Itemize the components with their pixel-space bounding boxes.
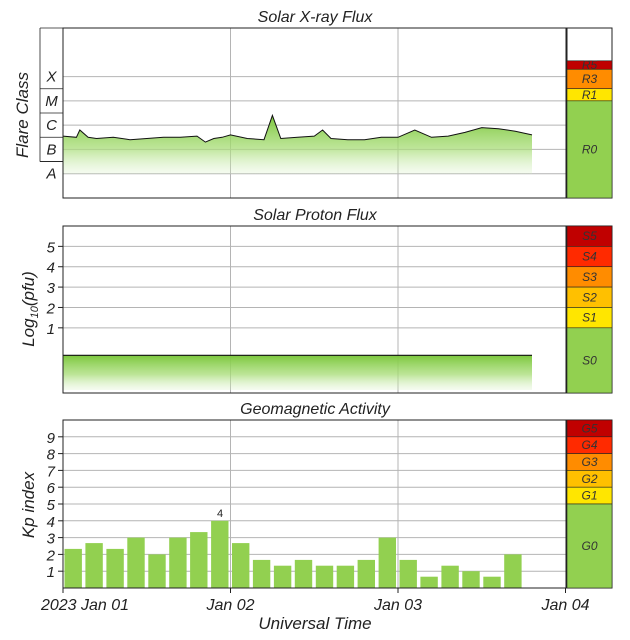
kp-tick-label: 6	[47, 480, 56, 497]
kp-tick-label: 5	[47, 497, 56, 514]
xray-y-axis-label: Flare Class	[13, 72, 32, 158]
xray-flux-area	[63, 115, 532, 174]
kp-tick-label: 1	[47, 564, 55, 581]
xray-panel-title: Solar X-ray Flux	[258, 9, 374, 26]
kp-bar	[420, 576, 438, 588]
scale-label-r5: R5	[582, 58, 598, 72]
kp-panel-title: Geomagnetic Activity	[240, 401, 391, 418]
proton-y-axis-label: Log10(pfu)	[19, 271, 41, 347]
x-tick-label: Jan 04	[540, 597, 589, 614]
xray-plot-frame	[62, 27, 567, 199]
solar-radiation-scale: S5 S4 S3 S2 S1 S0	[566, 225, 613, 394]
scale-label-g0: G0	[581, 539, 597, 553]
kp-tick-label: 7	[47, 463, 56, 480]
kp-bar	[336, 565, 355, 588]
x-tick-label: Jan 02	[205, 597, 254, 614]
kp-bar	[504, 554, 522, 588]
scale-label-g1: G1	[581, 489, 597, 503]
kp-bar	[106, 548, 124, 588]
kp-tick-label: 9	[47, 430, 56, 447]
kp-panel: Geomagnetic Activity Kp index 4 12345678…	[19, 401, 613, 589]
scale-label-r3: R3	[582, 72, 598, 86]
scale-band-g0	[566, 503, 613, 589]
proton-tick-label: 3	[47, 280, 56, 297]
scale-label-r1: R1	[582, 88, 597, 102]
class-label-x: X	[45, 69, 57, 86]
proton-tick-label: 5	[47, 239, 56, 256]
xray-flux-series	[62, 113, 533, 174]
proton-gridlines	[63, 226, 567, 393]
scale-label-g3: G3	[581, 455, 597, 469]
scale-label-g5: G5	[581, 421, 597, 435]
scale-label-s5: S5	[582, 229, 597, 243]
kp-bar	[357, 559, 375, 588]
geomagnetic-storm-scale: G5 G4 G3 G2 G1 G0	[566, 419, 613, 589]
proton-tick-label: 4	[47, 260, 55, 277]
kp-bar	[441, 565, 459, 588]
class-label-m: M	[45, 93, 58, 110]
kp-bar	[169, 537, 187, 588]
class-label-c: C	[46, 117, 57, 134]
kp-bar	[211, 520, 229, 588]
kp-tick-label: 8	[47, 447, 56, 464]
kp-y-axis-label: Kp index	[19, 471, 38, 538]
class-label-a: A	[45, 166, 56, 183]
proton-flux-area	[63, 355, 532, 390]
proton-y-ticks: 1 2 3 4 5	[46, 239, 63, 338]
kp-tick-label: 4	[47, 514, 55, 531]
kp-bar	[378, 537, 396, 588]
scale-label-s0: S0	[582, 353, 597, 367]
scale-label-s4: S4	[582, 250, 597, 264]
kp-bar	[127, 537, 145, 588]
scale-label-g4: G4	[581, 438, 597, 452]
scale-label-r0: R0	[582, 142, 598, 156]
kp-bar	[148, 554, 166, 588]
kp-bar	[64, 548, 82, 588]
kp-tick-label: 2	[46, 547, 56, 564]
kp-bar	[85, 543, 103, 588]
x-tick-label: 2023 Jan 01	[40, 597, 129, 614]
x-axis-label: Universal Time	[258, 614, 371, 633]
kp-bar	[483, 576, 501, 588]
kp-bar	[273, 565, 292, 588]
proton-tick-label: 1	[47, 321, 55, 338]
proton-panel-title: Solar Proton Flux	[253, 207, 378, 224]
kp-bar	[315, 565, 334, 588]
x-axis-ticks: 2023 Jan 01 Jan 02 Jan 03 Jan 04	[40, 588, 590, 614]
kp-bar	[462, 571, 480, 588]
kp-tick-label: 3	[47, 531, 56, 548]
kp-bar	[399, 559, 417, 588]
kp-bar-annotation: 4	[217, 508, 223, 520]
scale-band-r0	[566, 100, 613, 199]
kp-bar	[252, 559, 271, 588]
scale-label-g2: G2	[581, 472, 597, 486]
scale-label-s1: S1	[582, 311, 597, 325]
kp-bar	[232, 543, 250, 588]
x-tick-label: Jan 03	[373, 597, 422, 614]
kp-gridlines	[63, 420, 567, 588]
kp-plot-frame	[62, 419, 567, 589]
scale-label-s2: S2	[582, 290, 597, 304]
kp-bar	[190, 532, 208, 588]
scale-label-s3: S3	[582, 270, 597, 284]
proton-tick-label: 2	[46, 300, 56, 317]
kp-bars: 4	[64, 508, 522, 588]
class-label-b: B	[46, 141, 56, 158]
kp-bar	[294, 559, 313, 588]
proton-flux-series	[63, 354, 532, 390]
xray-flux-line	[62, 113, 533, 143]
scale-band-s0	[566, 327, 613, 394]
proton-plot-frame	[62, 225, 567, 394]
